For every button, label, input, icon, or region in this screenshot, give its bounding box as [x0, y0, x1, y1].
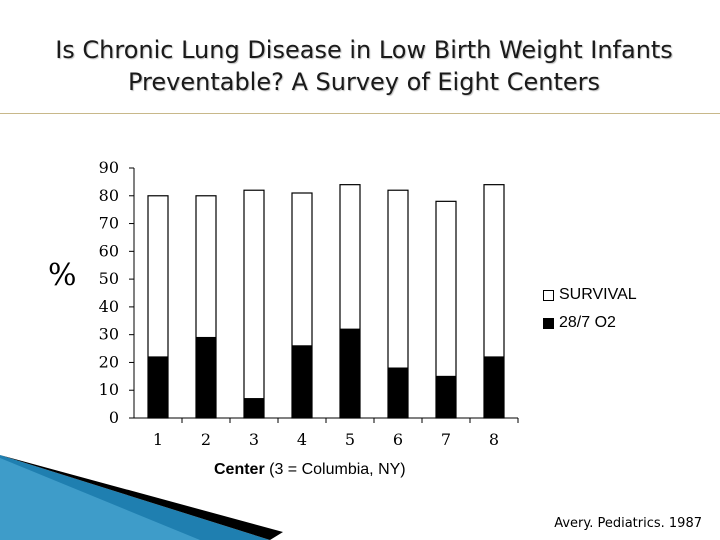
o2-bar: [483, 356, 505, 419]
legend-item-o2: 28/7 O2: [543, 311, 637, 335]
y-tick-label: 80: [99, 186, 119, 205]
slide-title-line-2: Preventable? A Survey of Eight Centers: [127, 68, 600, 96]
legend-label-survival: SURVIVAL: [559, 286, 637, 303]
x-axis-label-rest: (3 = Columbia, NY): [264, 461, 406, 478]
y-tick-label: 40: [99, 297, 119, 316]
o2-bar: [435, 375, 457, 419]
y-tick-label: 10: [99, 380, 119, 399]
o2-bar: [339, 328, 361, 419]
y-tick-label: 90: [99, 158, 119, 177]
slide-title-line-1: Is Chronic Lung Disease in Low Birth Wei…: [55, 36, 673, 64]
o2-bar: [387, 367, 409, 419]
y-tick-label: 70: [99, 214, 119, 233]
citation: Avery. Pediatrics. 1987: [554, 516, 702, 531]
y-tick-label: 20: [99, 352, 119, 371]
x-tick-label: 4: [297, 430, 307, 449]
x-tick-label: 1: [153, 430, 163, 449]
o2-bar: [147, 356, 169, 419]
x-axis-label: Center (3 = Columbia, NY): [214, 461, 406, 479]
o2-bar: [291, 345, 313, 419]
y-tick-label: 50: [99, 269, 119, 288]
legend-swatch-o2: [543, 317, 554, 329]
x-tick-label: 8: [489, 430, 499, 449]
legend-swatch-survival: [543, 289, 554, 301]
x-tick-label: 6: [393, 430, 403, 449]
x-tick-label: 3: [249, 430, 259, 449]
slide-title: Is Chronic Lung Disease in Low Birth Wei…: [0, 34, 720, 98]
y-tick-label: 60: [99, 241, 119, 260]
o2-bar: [243, 398, 265, 419]
chart-legend: SURVIVAL 28/7 O2: [543, 283, 637, 339]
legend-item-survival: SURVIVAL: [543, 283, 637, 307]
x-tick-label: 7: [441, 430, 451, 449]
x-axis-label-bold: Center: [214, 461, 265, 478]
y-tick-label: 0: [109, 408, 119, 427]
y-axis-label: %: [48, 258, 77, 293]
x-tick-label: 2: [201, 430, 211, 449]
title-divider: [0, 113, 720, 114]
survival-bar: [243, 189, 265, 419]
y-tick-label: 30: [99, 325, 119, 344]
legend-label-o2: 28/7 O2: [559, 314, 616, 331]
o2-bar: [195, 336, 217, 419]
x-tick-label: 5: [345, 430, 355, 449]
